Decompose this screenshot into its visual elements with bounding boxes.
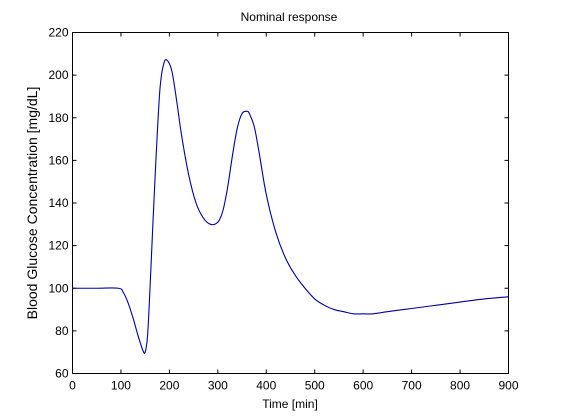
chart-title: Nominal response bbox=[241, 10, 338, 24]
y-tick-label: 160 bbox=[48, 153, 68, 167]
x-tick-label: 600 bbox=[353, 379, 373, 393]
y-tick-label: 60 bbox=[55, 367, 69, 381]
y-tick-label: 140 bbox=[48, 196, 68, 210]
y-tick-label: 220 bbox=[48, 26, 68, 40]
x-tick-label: 400 bbox=[256, 379, 276, 393]
x-tick-label: 0 bbox=[69, 379, 76, 393]
y-tick-label: 120 bbox=[48, 239, 68, 253]
x-tick-label: 900 bbox=[498, 379, 518, 393]
x-axis-label: Time [min] bbox=[262, 397, 318, 411]
y-axis: 60 80 100 120 140 160 180 200 220 bbox=[48, 26, 509, 381]
x-tick-label: 200 bbox=[159, 379, 179, 393]
y-tick-label: 180 bbox=[48, 111, 68, 125]
x-tick-label: 100 bbox=[111, 379, 131, 393]
y-axis-label: Blood Glucose Concentration [mg/dL] bbox=[24, 87, 40, 320]
y-tick-label: 100 bbox=[48, 281, 68, 295]
series-line bbox=[72, 59, 509, 354]
x-tick-label: 500 bbox=[305, 379, 325, 393]
plot-area bbox=[72, 32, 509, 374]
x-tick-label: 300 bbox=[208, 379, 228, 393]
x-tick-label: 800 bbox=[450, 379, 470, 393]
y-tick-label: 80 bbox=[55, 324, 69, 338]
x-tick-label: 700 bbox=[402, 379, 422, 393]
x-axis: 0 100 200 300 400 500 600 700 800 900 bbox=[69, 32, 519, 393]
y-tick-label: 200 bbox=[48, 68, 68, 82]
